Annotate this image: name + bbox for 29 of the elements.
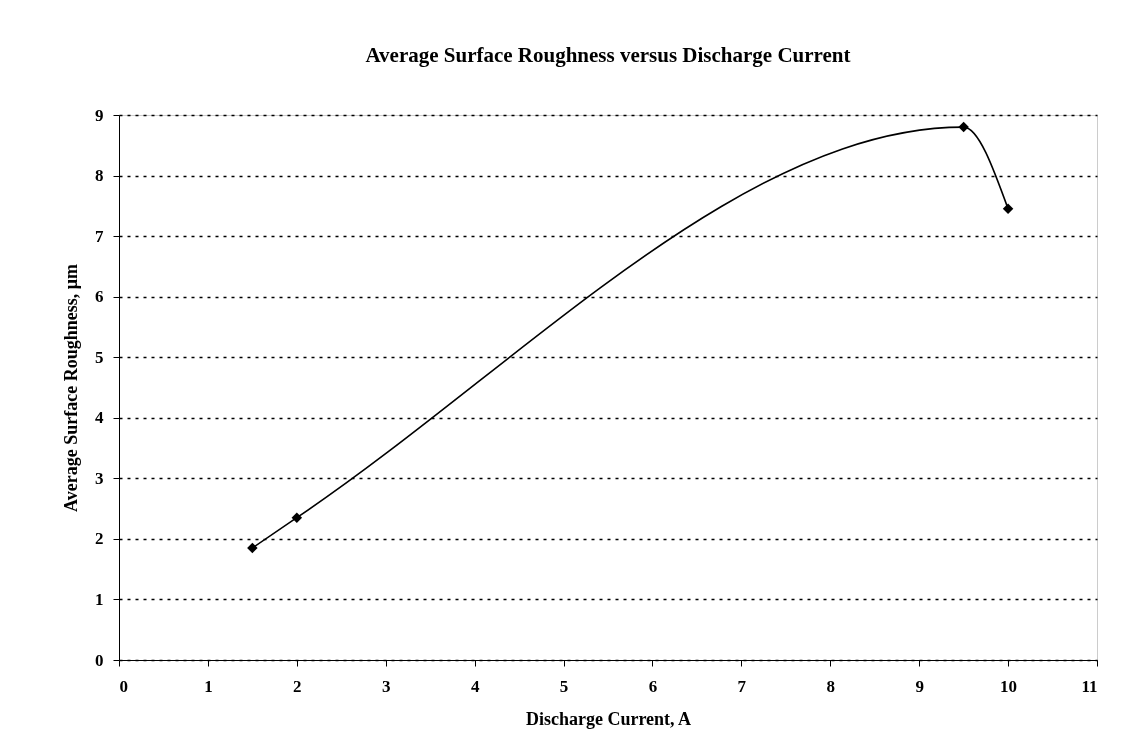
x-axis-title: Discharge Current, A: [525, 708, 692, 729]
x-tick-label: 10: [1000, 676, 1018, 696]
point: [1002, 203, 1014, 215]
y-tick-label: 3: [95, 468, 104, 488]
x-tick-label: 8: [826, 676, 836, 696]
y-tick-label: 4: [95, 408, 104, 428]
y-axis-title: Average Surface Roughness, μm: [61, 264, 81, 512]
y-tick-label: 2: [95, 529, 104, 549]
x-tick-label: 5: [559, 676, 569, 696]
y-tick-label: 5: [95, 347, 104, 367]
x-tick-label: 2: [293, 676, 302, 696]
x-tick-label: 0: [119, 676, 128, 696]
x-tick-label: 9: [915, 676, 924, 696]
y-tick-label: 8: [95, 166, 104, 186]
x-tick-label: 4: [470, 676, 480, 696]
x-tick-label: 7: [737, 676, 747, 696]
y-tick-label: 6: [95, 287, 104, 307]
point: [291, 512, 303, 523]
y-tick-label: 0: [95, 650, 104, 670]
y-tick-label: 1: [95, 589, 104, 609]
y-tick-label: 9: [95, 105, 104, 125]
chart-title: Average Surface Roughness versus Discharge Current: [365, 43, 851, 67]
x-tick-label: 1: [204, 676, 213, 696]
x-tick-label: 3: [381, 676, 391, 696]
point: [958, 121, 969, 133]
y-tick-label: 7: [95, 226, 104, 246]
x-tick-label: 11: [1081, 676, 1098, 696]
point: [247, 542, 258, 554]
x-tick-label: 6: [648, 676, 658, 696]
